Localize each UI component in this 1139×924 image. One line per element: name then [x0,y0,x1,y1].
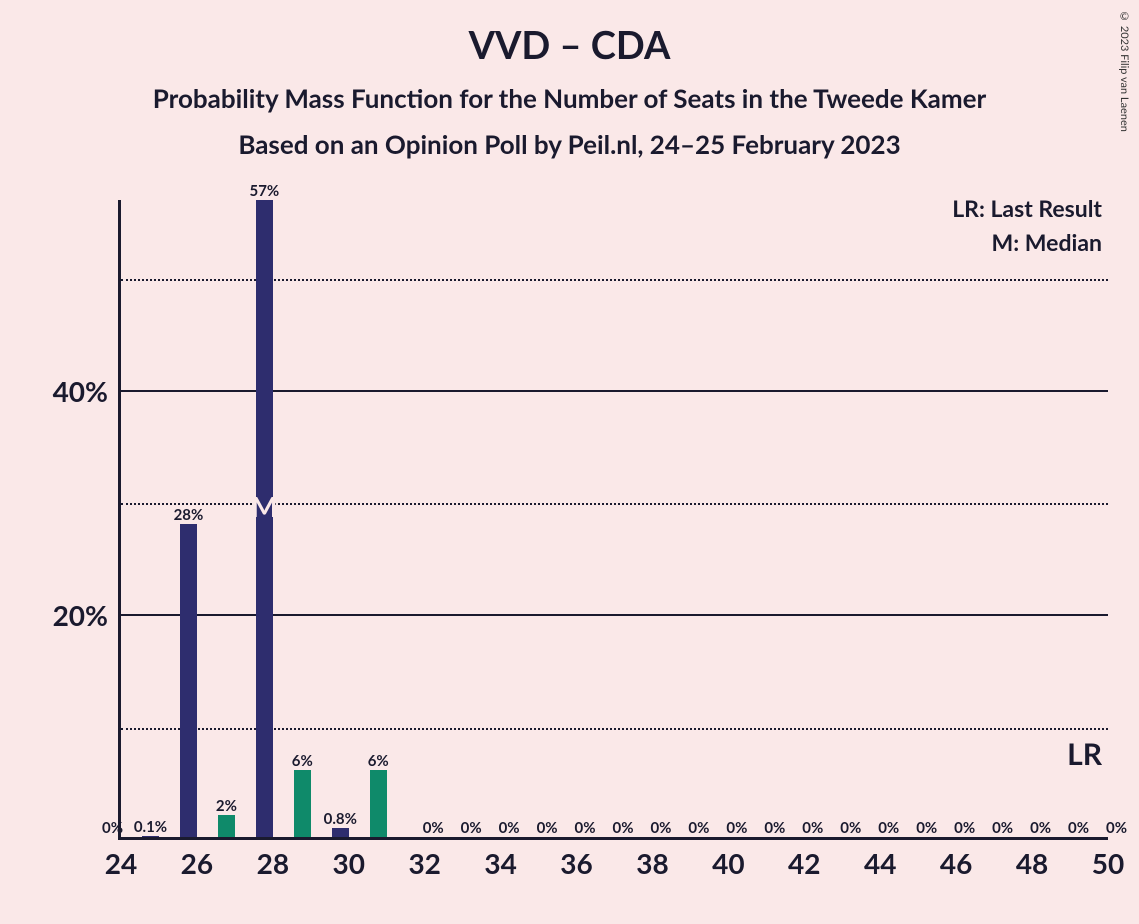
bar-label: 0% [992,819,1013,837]
x-tick-label: 46 [940,846,972,880]
bar-label: 0% [878,819,899,837]
plot-area: 20%40%24262830323436384042444648500%0.1%… [118,200,1108,840]
x-tick-label: 44 [864,846,896,880]
bar [180,524,197,837]
bar-label: 0% [764,819,785,837]
chart-subtitle-1: Probability Mass Function for the Number… [0,82,1139,114]
bar-label: 2% [216,797,237,815]
bar-label: 0% [802,819,823,837]
x-tick-label: 36 [560,846,592,880]
bar-label: 0% [613,819,634,837]
legend-lr: LR: Last Result [952,194,1102,222]
x-axis [118,837,1108,840]
bar-label: 0.1% [134,818,167,836]
bar-label: 0% [575,819,596,837]
y-tick-label: 40% [53,374,108,408]
lr-marker: LR [1067,736,1102,772]
bar-label: 0% [650,819,671,837]
chart-container: VVD – CDA Probability Mass Function for … [0,0,1139,924]
copyright-text: © 2023 Filip van Laenen [1118,10,1131,132]
y-tick-label: 20% [53,598,108,632]
bar [294,770,311,837]
bar-label: 0% [688,819,709,837]
bar-label: 0% [537,819,558,837]
bar-label: 0% [1030,819,1051,837]
x-tick-label: 40 [712,846,744,880]
bar-label: 0% [1106,819,1127,837]
bar-label: 0% [102,819,123,837]
x-tick-label: 30 [333,846,365,880]
x-tick-label: 34 [484,846,516,880]
median-marker: M [251,489,277,523]
chart-subtitle-2: Based on an Opinion Poll by Peil.nl, 24–… [0,128,1139,160]
x-tick-label: 48 [1016,846,1048,880]
x-tick-label: 26 [181,846,213,880]
bar-label: 28% [174,506,204,524]
bar-label: 0% [840,819,861,837]
bar-label: 57% [249,182,279,200]
x-tick-label: 42 [788,846,820,880]
bar-label: 0.8% [324,810,357,828]
legend-m: M: Median [992,228,1102,256]
bar-label: 0% [726,819,747,837]
bar-label: 0% [423,819,444,837]
x-tick-label: 38 [636,846,668,880]
bar-label: 0% [1068,819,1089,837]
x-tick-label: 50 [1092,846,1124,880]
bar [332,828,349,837]
bar-label: 0% [954,819,975,837]
x-tick-label: 24 [105,846,137,880]
bar [218,815,235,837]
bar-label: 6% [292,752,313,770]
x-tick-label: 32 [408,846,440,880]
bar [142,836,159,837]
bar [370,770,387,837]
bar-label: 6% [368,752,389,770]
chart-title: VVD – CDA [0,22,1139,68]
y-axis [118,200,121,840]
bar-label: 0% [499,819,520,837]
bar-label: 0% [916,819,937,837]
x-tick-label: 28 [257,846,289,880]
bar-label: 0% [461,819,482,837]
